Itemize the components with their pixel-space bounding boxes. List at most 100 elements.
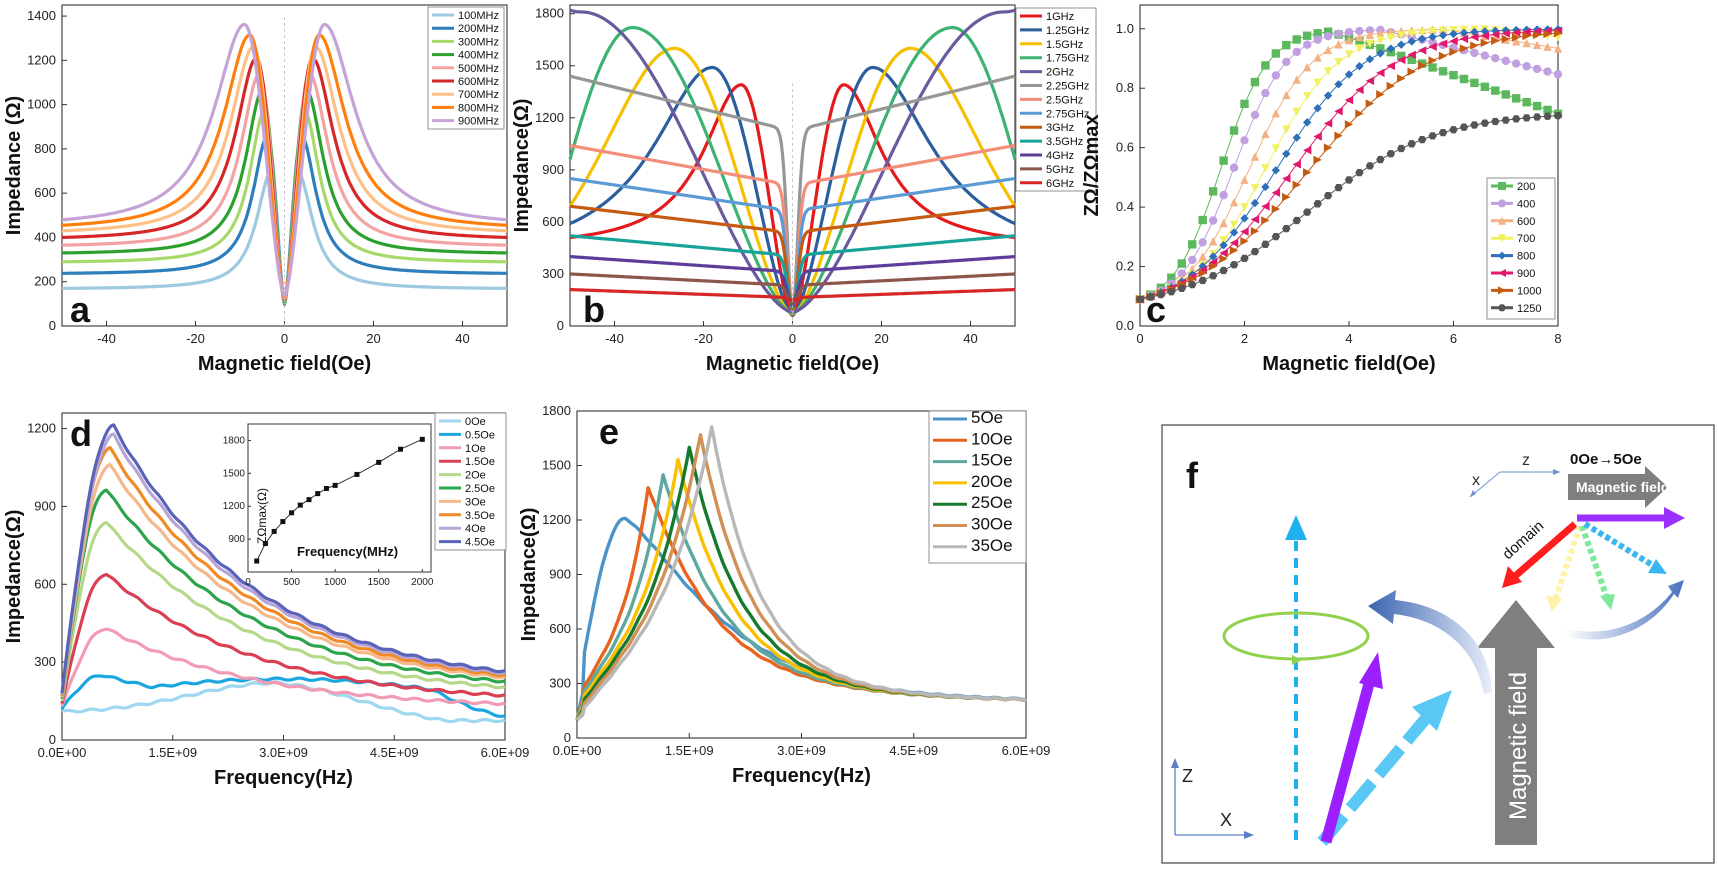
point-200-16 [1303, 31, 1312, 40]
purple-arrow-head [1664, 507, 1685, 529]
point-1000-38 [1532, 30, 1542, 40]
point-700-28 [1428, 27, 1437, 36]
cyan-arrow-diagonal-head [1412, 690, 1452, 731]
legend-label-400: 400 [1517, 198, 1535, 210]
legend-label-5GHz: 5GHz [1046, 164, 1074, 176]
point-1000-6 [1198, 268, 1207, 278]
point-1000-13 [1271, 204, 1281, 214]
point-700-27 [1417, 28, 1427, 37]
x-tick-label: 1.5E+09 [148, 745, 197, 760]
y-tick-label: 300 [549, 676, 571, 691]
inset-point-13 [419, 436, 425, 442]
y-tick-label: 1400 [27, 8, 56, 23]
rotation-arrow-big [1368, 590, 1492, 694]
point-1250-35 [1501, 116, 1510, 124]
point-900-34 [1491, 30, 1500, 39]
point-600-18 [1323, 45, 1333, 55]
point-1000-33 [1480, 38, 1490, 48]
legend-marker-800 [1498, 251, 1506, 260]
point-700-22 [1365, 39, 1375, 49]
point-400-18 [1323, 31, 1333, 41]
point-700-9 [1229, 220, 1239, 230]
point-1000-30 [1449, 47, 1458, 57]
legend-label-2.5Oe: 2.5Oe [465, 483, 495, 495]
y-axis-label: Impedance(Ω) [518, 508, 540, 642]
point-1000-21 [1355, 109, 1364, 118]
legend-label-5Oe: 5Oe [971, 408, 1003, 427]
inset-x-tick-label: 1000 [324, 577, 347, 588]
point-1250-2 [1156, 290, 1166, 299]
point-900-9 [1229, 238, 1239, 248]
point-900-30 [1449, 36, 1458, 46]
point-400-35 [1501, 56, 1510, 66]
point-400-15 [1292, 47, 1301, 57]
point-1250-13 [1271, 233, 1281, 241]
point-900-38 [1532, 27, 1542, 36]
inset-y-tick-label: 1800 [223, 435, 246, 446]
x-tick-label: 20 [366, 331, 380, 346]
inset-point-0 [254, 558, 260, 564]
point-1000-16 [1303, 168, 1312, 177]
y-tick-label: 900 [542, 162, 564, 177]
point-1000-19 [1334, 131, 1343, 140]
point-1000-31 [1459, 44, 1469, 53]
inset-point-7 [315, 491, 321, 497]
point-600-39 [1543, 42, 1552, 51]
inset-point-9 [332, 482, 338, 488]
point-700-17 [1313, 78, 1322, 87]
point-400-39 [1543, 67, 1552, 76]
inset-x-tick-label: 0 [245, 577, 251, 588]
panel-label-f: f [1186, 455, 1199, 496]
point-1250-16 [1303, 208, 1312, 216]
point-1000-36 [1512, 33, 1521, 42]
point-1000-40 [1553, 28, 1563, 38]
x-axis-label: Magnetic field(Oe) [1262, 353, 1435, 375]
x-tick-label: 3.0E+09 [777, 743, 826, 758]
point-600-12 [1261, 129, 1270, 139]
point-600-19 [1334, 40, 1343, 49]
inset-point-10 [354, 471, 360, 477]
point-400-38 [1532, 64, 1542, 74]
inset-y-axis-label: ZΩmax(Ω) [255, 488, 269, 544]
point-1250-3 [1167, 288, 1176, 296]
legend-label-2GHz: 2GHz [1046, 67, 1074, 79]
cyan-arrow-vertical-head [1285, 515, 1307, 540]
point-700-15 [1292, 107, 1301, 117]
point-600-16 [1303, 62, 1312, 72]
series-line-2Oe [60, 521, 506, 702]
legend-box [928, 410, 1027, 564]
point-800-26 [1407, 37, 1416, 46]
y-tick-label: 1.0 [1116, 21, 1134, 36]
y-tick-label: 0 [49, 318, 56, 333]
point-200-9 [1229, 126, 1239, 135]
y-tick-label: 900 [549, 567, 571, 582]
legend-marker-200 [1498, 182, 1506, 190]
point-400-7 [1208, 216, 1218, 225]
point-400-14 [1282, 57, 1291, 67]
legend-marker-1250 [1498, 304, 1506, 312]
chart-panel-b: -40 -20 0 20 40 0 300 600 900 1200 1500 1800 Magneti… [511, 4, 1097, 375]
point-400-16 [1303, 40, 1312, 49]
legend-label-30Oe: 30Oe [971, 515, 1013, 534]
y-tick-label: 0 [557, 318, 564, 333]
point-800-36 [1512, 25, 1521, 35]
legend-label-15Oe: 15Oe [971, 451, 1013, 470]
x-tick-label: 2 [1241, 331, 1248, 346]
magnetic-field-label-big: Magnetic field [1505, 672, 1532, 820]
inset-y-tick-label: 900 [228, 534, 245, 545]
point-200-29 [1438, 67, 1448, 76]
point-600-37 [1522, 38, 1531, 48]
point-900-22 [1365, 76, 1375, 86]
point-800-17 [1313, 104, 1322, 113]
chart-panel-d: 0.0E+00 1.5E+09 3.0E+09 4.5E+09 6.0E+09 0 300 6… [3, 412, 529, 789]
point-400-4 [1177, 269, 1187, 278]
point-800-28 [1428, 32, 1437, 42]
point-700-25 [1397, 31, 1406, 40]
point-1000-14 [1282, 192, 1291, 202]
point-900-8 [1219, 248, 1228, 258]
point-1000-28 [1428, 56, 1437, 65]
point-1250-5 [1188, 281, 1197, 289]
x-tick-label: 0.0E+00 [38, 745, 87, 760]
point-900-35 [1501, 29, 1510, 38]
legend-label-0Oe: 0Oe [465, 416, 486, 428]
